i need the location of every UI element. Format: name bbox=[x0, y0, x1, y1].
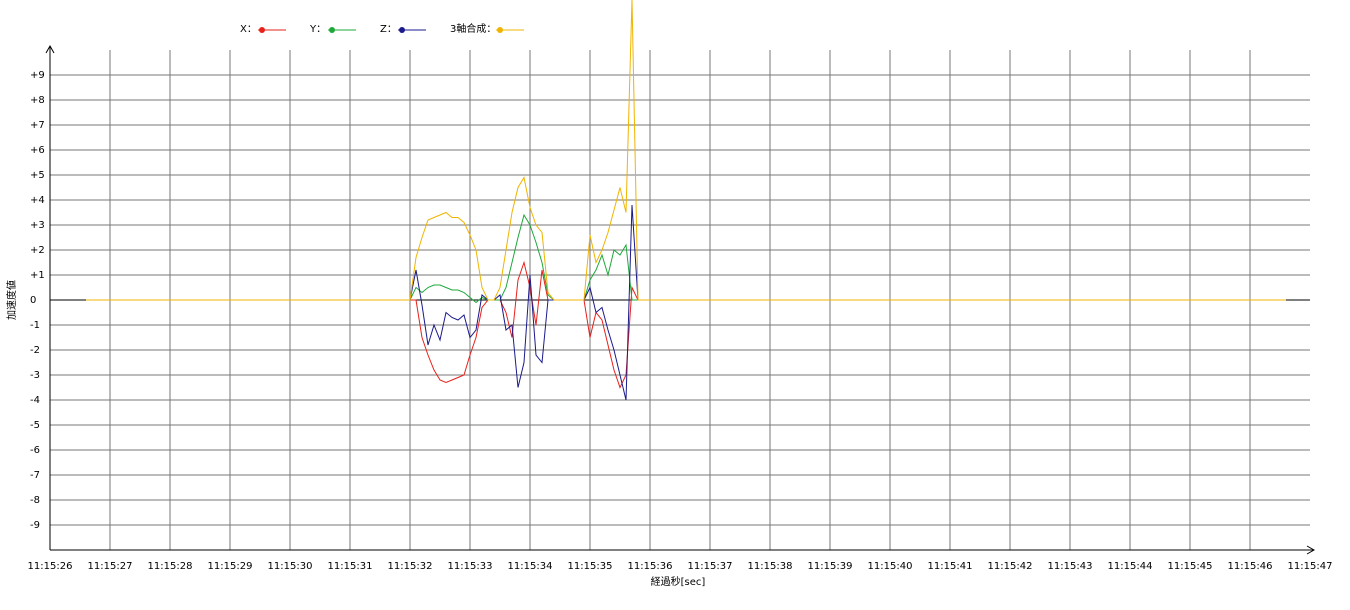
x-tick-label: 11:15:42 bbox=[988, 561, 1033, 572]
legend-label: X： bbox=[240, 24, 257, 35]
y-tick-label: -3 bbox=[30, 370, 40, 381]
x-tick-label: 11:15:26 bbox=[28, 561, 73, 572]
y-tick-label: -2 bbox=[30, 345, 40, 356]
legend-marker bbox=[399, 27, 405, 33]
legend-label: 3軸合成： bbox=[450, 22, 496, 35]
y-tick-label: +2 bbox=[30, 245, 45, 256]
y-tick-label: -8 bbox=[30, 495, 40, 506]
series-line bbox=[86, 0, 1286, 301]
x-tick-label: 11:15:44 bbox=[1108, 561, 1153, 572]
x-tick-label: 11:15:32 bbox=[388, 561, 433, 572]
x-tick-label: 11:15:47 bbox=[1288, 561, 1333, 572]
legend-marker bbox=[259, 27, 265, 33]
x-tick-label: 11:15:36 bbox=[628, 561, 673, 572]
x-tick-label: 11:15:45 bbox=[1168, 561, 1213, 572]
x-tick-label: 11:15:46 bbox=[1228, 561, 1273, 572]
series-line bbox=[86, 213, 1286, 304]
x-tick-label: 11:15:38 bbox=[748, 561, 793, 572]
y-tick-label: +9 bbox=[30, 70, 45, 81]
x-tick-label: 11:15:31 bbox=[328, 561, 373, 572]
x-tick-label: 11:15:37 bbox=[688, 561, 733, 572]
y-axis-arrow bbox=[45, 44, 55, 54]
x-axis-arrow bbox=[1306, 545, 1316, 555]
x-axis-label: 経過秒[sec] bbox=[651, 575, 706, 588]
x-tick-label: 11:15:29 bbox=[208, 561, 253, 572]
x-tick-label: 11:15:40 bbox=[868, 561, 913, 572]
y-tick-label: -4 bbox=[30, 395, 40, 406]
x-tick-label: 11:15:33 bbox=[448, 561, 493, 572]
y-tick-label: +7 bbox=[30, 120, 45, 131]
y-tick-label: -7 bbox=[30, 470, 40, 481]
y-tick-label: -5 bbox=[30, 420, 40, 431]
legend-label: Y： bbox=[309, 24, 326, 35]
series-line bbox=[86, 204, 1286, 401]
y-tick-label: -9 bbox=[30, 520, 40, 531]
x-tick-label: 11:15:41 bbox=[928, 561, 973, 572]
y-tick-label: -1 bbox=[30, 320, 40, 331]
x-tick-label: 11:15:35 bbox=[568, 561, 613, 572]
y-tick-label: +5 bbox=[30, 170, 45, 181]
legend-marker bbox=[497, 27, 503, 33]
y-tick-label: -6 bbox=[30, 445, 40, 456]
y-axis-label: 加速度値 bbox=[5, 280, 18, 320]
x-tick-label: 11:15:27 bbox=[88, 561, 133, 572]
y-tick-label: +6 bbox=[30, 145, 45, 156]
x-tick-label: 11:15:43 bbox=[1048, 561, 1093, 572]
x-tick-label: 11:15:28 bbox=[148, 561, 193, 572]
y-tick-label: +4 bbox=[30, 195, 45, 206]
legend-label: Z： bbox=[380, 24, 397, 35]
legend-marker bbox=[329, 27, 335, 33]
y-tick-label: +8 bbox=[30, 95, 45, 106]
x-tick-label: 11:15:34 bbox=[508, 561, 553, 572]
x-tick-label: 11:15:39 bbox=[808, 561, 853, 572]
x-tick-label: 11:15:30 bbox=[268, 561, 313, 572]
y-tick-label: 0 bbox=[30, 295, 36, 306]
y-tick-label: +1 bbox=[30, 270, 45, 281]
y-tick-label: +3 bbox=[30, 220, 45, 231]
